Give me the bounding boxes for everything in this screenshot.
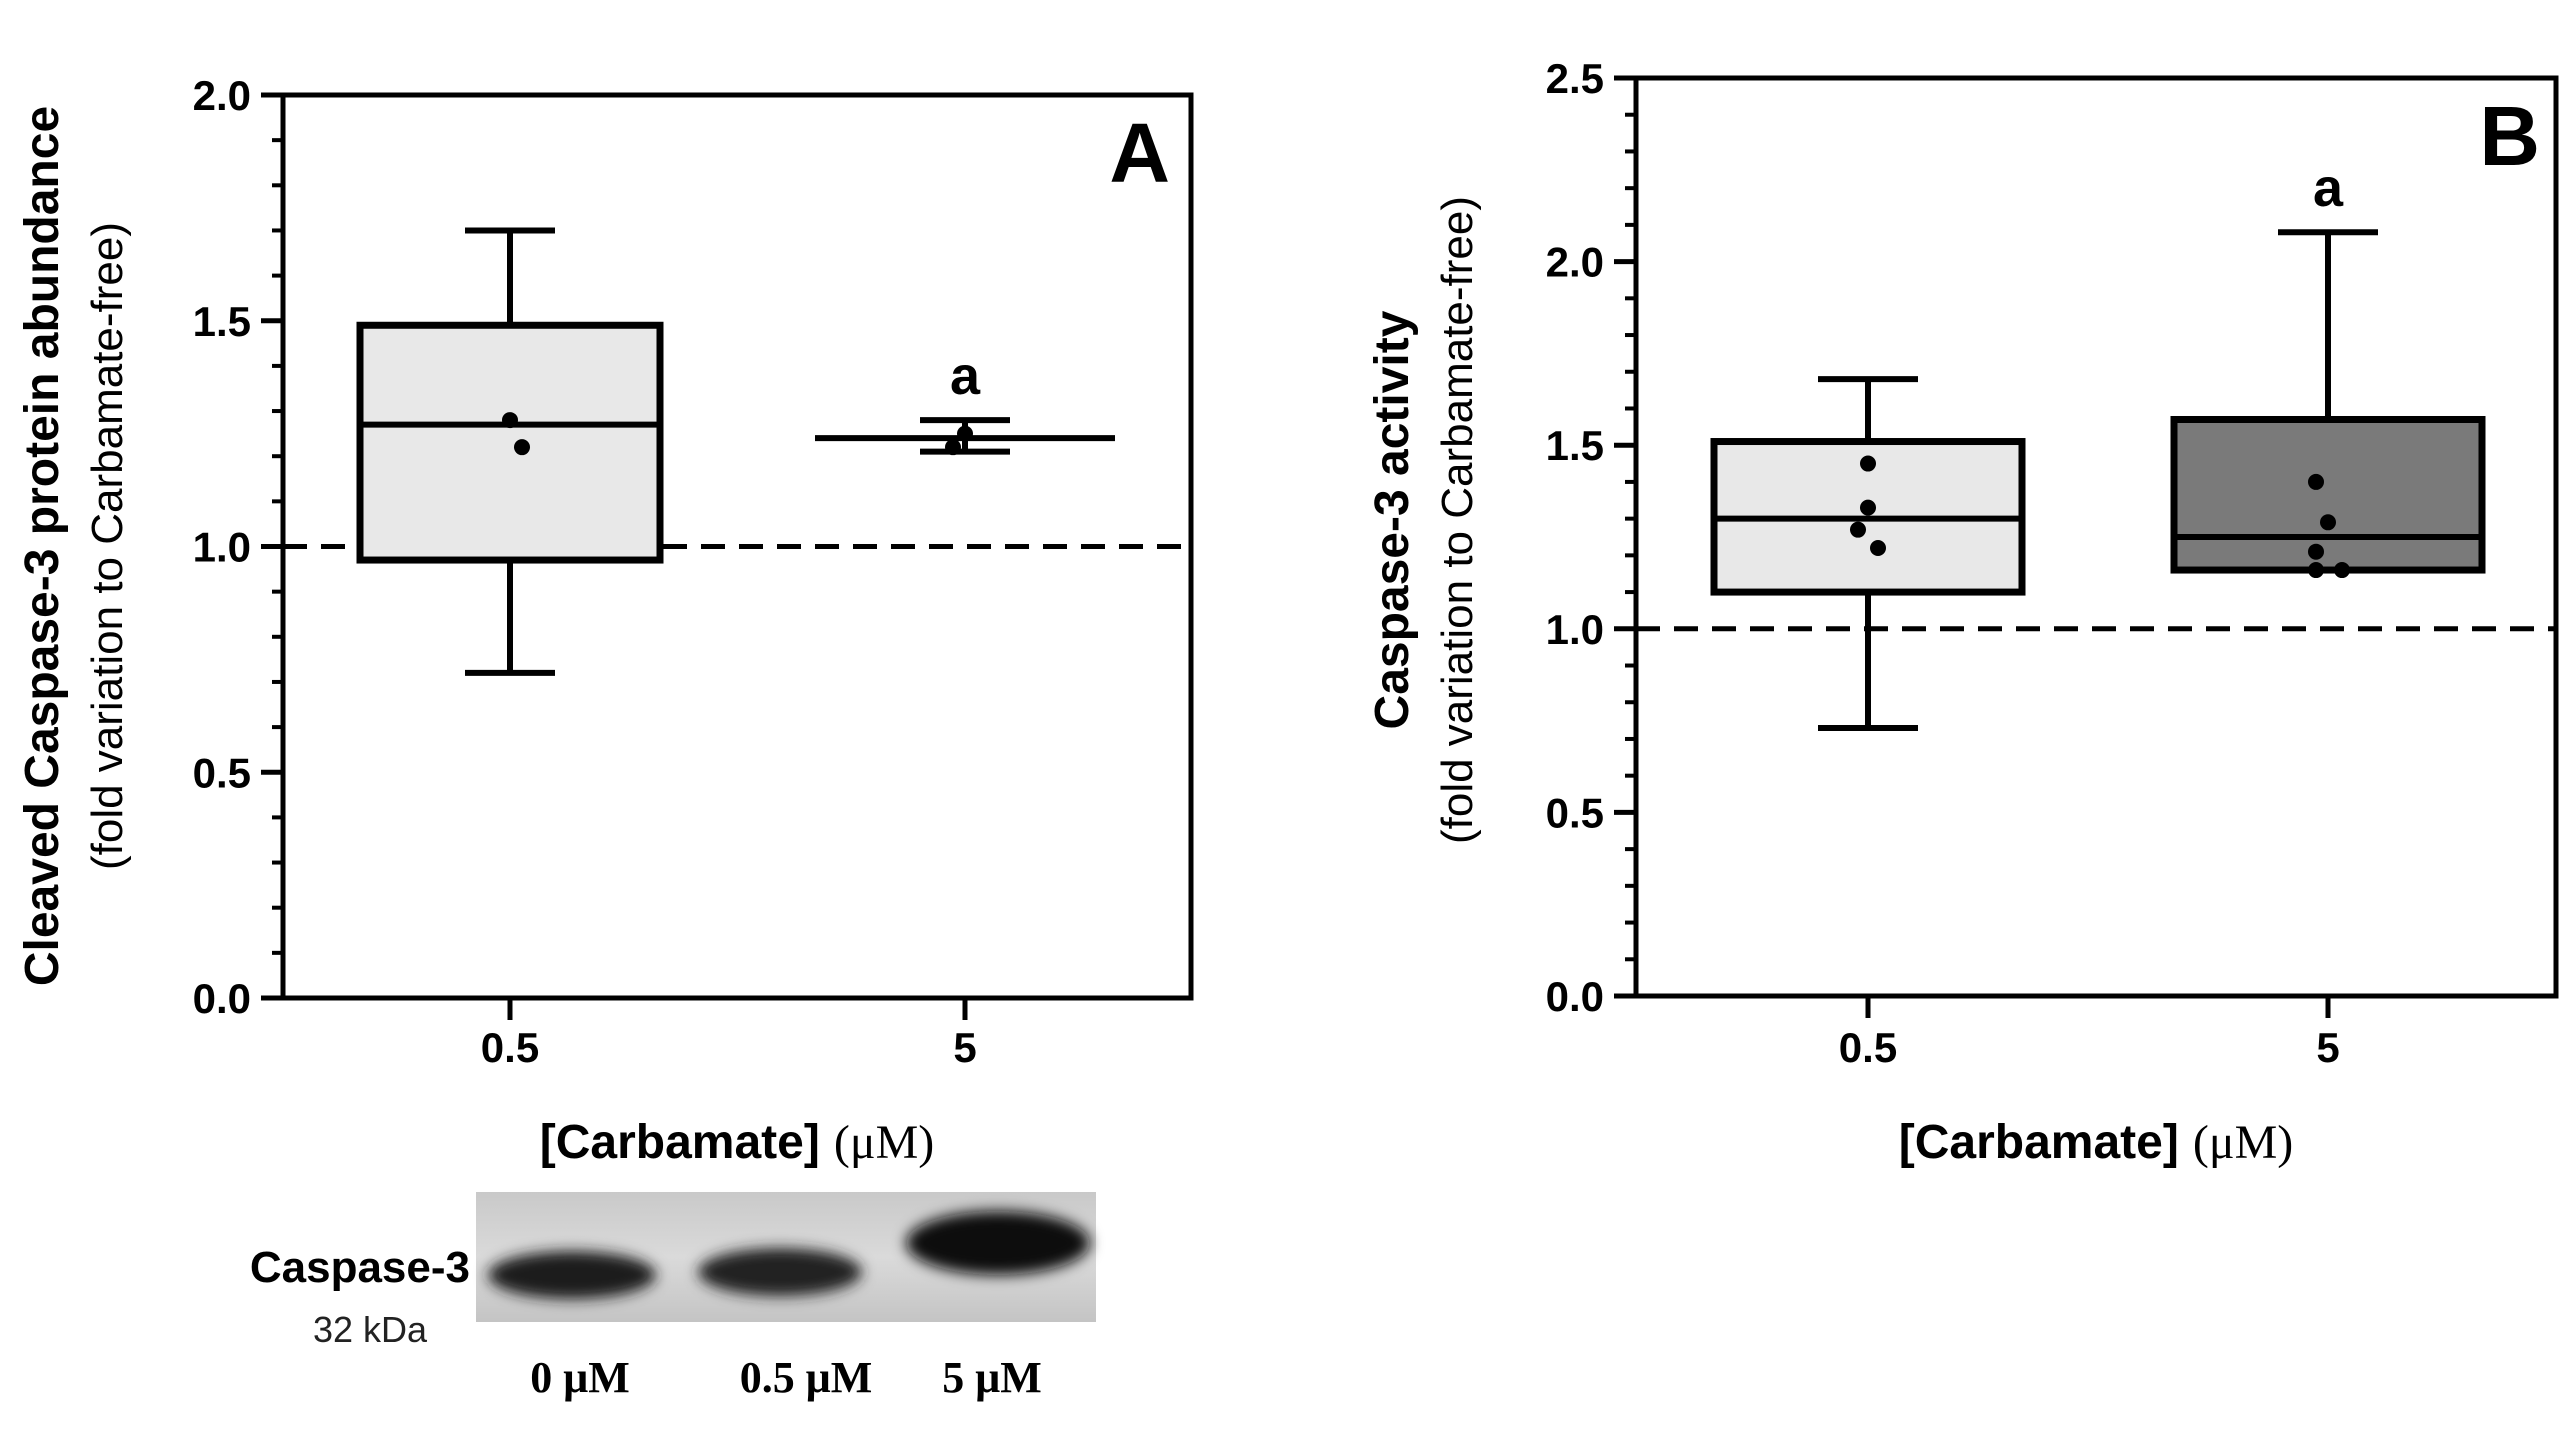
panel-a-ytick-label: 1.0 — [193, 524, 251, 571]
panel-b-boxes: a — [1710, 158, 2486, 731]
panel-b-ytick-label: 0.0 — [1546, 973, 1604, 1020]
panel-b-ytick-label: 1.5 — [1546, 422, 1604, 469]
blot-lane-label-2: 0.5 μM — [740, 1353, 872, 1402]
panel-a-xtick-0: 0.5 — [481, 1024, 539, 1071]
panel-b-ytick-label: 2.5 — [1546, 55, 1604, 102]
panel-b-letter: B — [2479, 89, 2540, 183]
blot-protein-label: Caspase-3 — [250, 1243, 470, 1292]
panel-a-letter: A — [1109, 106, 1170, 200]
panel-a-ytick-label: 2.0 — [193, 72, 251, 119]
panel-a-significance-label: a — [950, 346, 981, 406]
panel-b-chart: 0.0 0.5 1.0 1.5 2.0 2.5 a B 0.5 5 [Carbamate]… — [1366, 55, 2559, 1169]
blot-lane-label-3: 5 μM — [942, 1353, 1041, 1402]
panel-a-data-point — [514, 439, 530, 456]
panel-b-xtick-1: 5 — [2316, 1024, 2339, 1071]
panel-b-data-point — [2308, 473, 2324, 490]
panel-a-y-label: Cleaved Caspase-3 protein abundance — [16, 106, 69, 986]
blot-lane-label-1: 0 μM — [530, 1353, 629, 1402]
panel-a-data-point — [502, 412, 518, 429]
panel-a-y-sublabel: (fold variation to Carbamate-free) — [83, 222, 132, 870]
panel-b-data-point — [1860, 455, 1876, 472]
panel-a-ytick-label: 0.5 — [193, 749, 251, 796]
panel-a-box-1: a — [815, 346, 1115, 456]
blot-band-lane-1 — [488, 1251, 656, 1299]
panel-b-ytick-label: 2.0 — [1546, 239, 1604, 286]
panel-b-xtick-0: 0.5 — [1839, 1024, 1897, 1071]
panel-b-x-label: [Carbamate] (μM) — [1899, 1116, 2293, 1169]
panel-a-boxes: a — [356, 227, 1115, 676]
panel-a-data-point — [957, 425, 973, 442]
panel-b-ytick-label: 0.5 — [1546, 789, 1604, 836]
blot-molecular-weight: 32 kDa — [313, 1309, 428, 1350]
panel-b-box-0 — [1710, 376, 2026, 731]
panel-b-plot-frame — [1633, 75, 2559, 999]
panel-a-box-0 — [356, 227, 664, 676]
panel-b-data-point — [2334, 562, 2350, 579]
panel-a-ytick-label: 1.5 — [193, 298, 251, 345]
panel-b-ytick-label: 1.0 — [1546, 606, 1604, 653]
panel-a-iqr-box — [356, 321, 664, 564]
panel-b-y-label: Caspase-3 activity — [1366, 310, 1419, 729]
panel-a-ytick-label: 0.0 — [193, 975, 251, 1022]
panel-a-data-point — [945, 439, 961, 456]
blot-band-lane-2 — [698, 1248, 862, 1296]
panel-a-x-label: [Carbamate] (μM) — [540, 1116, 934, 1169]
panel-b-data-point — [2320, 514, 2336, 531]
panel-b-data-point — [1860, 499, 1876, 516]
panel-b-box-1: a — [2170, 158, 2486, 579]
panel-b-data-point — [1850, 521, 1866, 538]
western-blot: Caspase-3 32 kDa 0 μM 0.5 μM 5 μM — [250, 1192, 1096, 1402]
blot-band-lane-3 — [906, 1211, 1090, 1275]
panel-b-significance-label: a — [2313, 158, 2344, 218]
panel-b-data-point — [2308, 543, 2324, 560]
panel-a-xtick-1: 5 — [953, 1024, 976, 1071]
panel-b-data-point — [1870, 540, 1886, 557]
panel-b-y-sublabel: (fold variation to Carbamate-free) — [1433, 196, 1482, 844]
panel-b-iqr-box — [2170, 415, 2486, 574]
panel-a-plot-frame — [280, 92, 1194, 1001]
panel-a-chart: 0.0 0.5 1.0 1.5 2.0 a A 0.5 5 [Carbamate] (μM… — [16, 72, 1194, 1169]
panel-b-data-point — [2308, 562, 2324, 579]
